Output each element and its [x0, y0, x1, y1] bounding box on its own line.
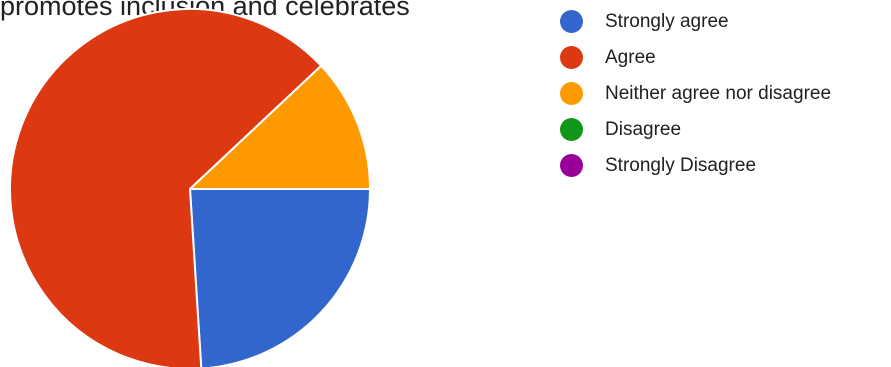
legend-item-agree[interactable]: Agree — [560, 43, 891, 72]
legend-item-strongly-agree[interactable]: Strongly agree — [560, 7, 891, 36]
legend-item-neither-agree-nor-disagree[interactable]: Neither agree nor disagree — [560, 79, 891, 108]
chart-legend: Strongly agree Agree Neither agree nor d… — [560, 7, 891, 187]
pie-slice-neither-agree-nor-disagree[interactable] — [189, 64, 371, 190]
legend-label-agree: Agree — [605, 47, 656, 68]
legend-swatch-strongly-disagree — [560, 154, 583, 177]
legend-swatch-disagree — [560, 118, 583, 141]
legend-swatch-strongly-agree — [560, 10, 583, 33]
legend-label-neither-agree-nor-disagree: Neither agree nor disagree — [605, 83, 832, 104]
legend-label-disagree: Disagree — [605, 119, 682, 140]
legend-swatch-neither-agree-nor-disagree — [560, 82, 583, 105]
pie-slice-agree[interactable] — [9, 8, 323, 367]
pie-slices — [9, 8, 371, 367]
pie-slice-strongly-agree[interactable] — [189, 188, 371, 367]
legend-item-strongly-disagree[interactable]: Strongly Disagree — [560, 151, 891, 180]
legend-swatch-agree — [560, 46, 583, 69]
legend-label-strongly-disagree: Strongly Disagree — [605, 155, 757, 176]
legend-item-disagree[interactable]: Disagree — [560, 115, 891, 144]
legend-label-strongly-agree: Strongly agree — [605, 11, 729, 32]
